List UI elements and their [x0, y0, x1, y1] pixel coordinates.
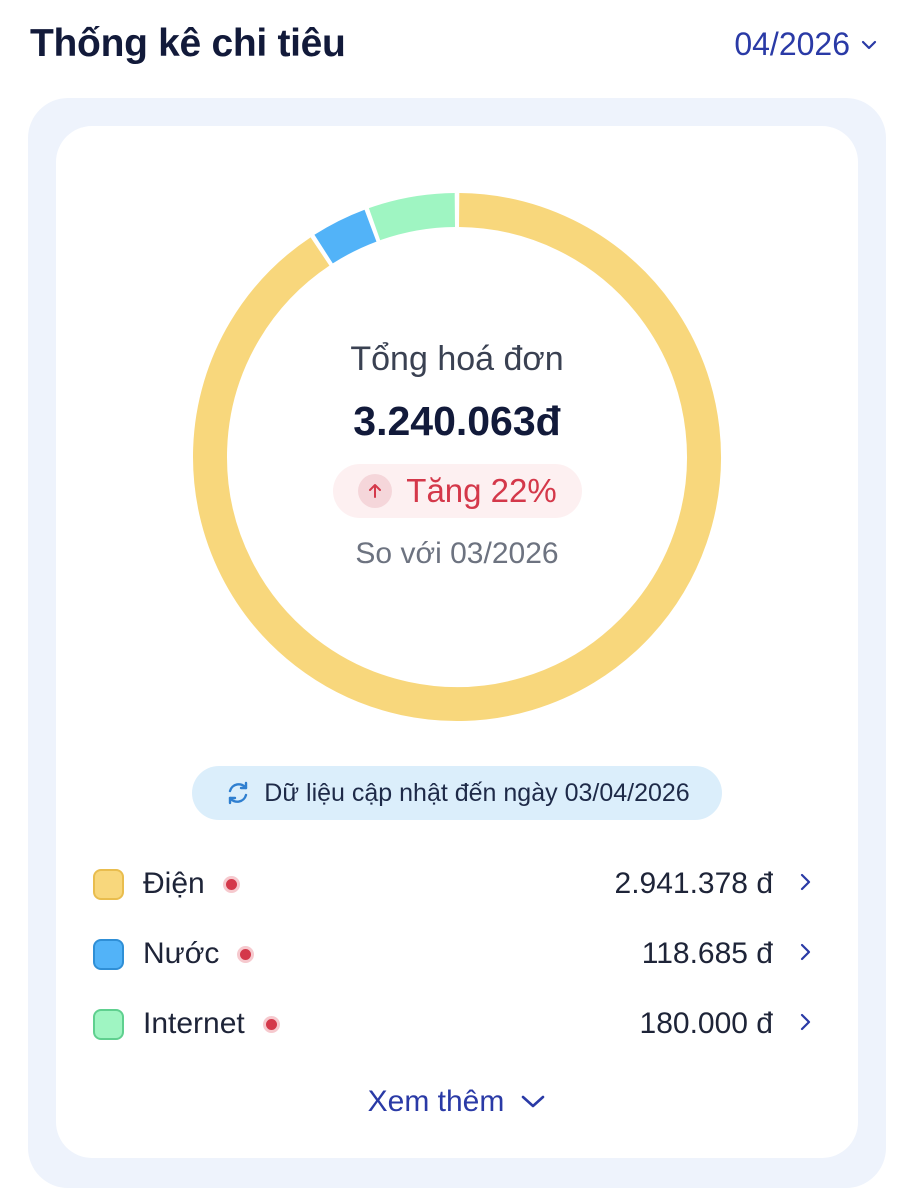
- update-note: Dữ liệu cập nhật đến ngày 03/04/2026: [192, 766, 722, 820]
- legend-item-nuoc[interactable]: Nước 118.685 đ: [93, 932, 813, 976]
- legend-name: Internet: [143, 1007, 245, 1040]
- donut-slice-nuoc: [314, 209, 377, 264]
- refresh-icon: [229, 781, 248, 805]
- see-more-button[interactable]: Xem thêm: [357, 1080, 557, 1124]
- month-selector-value: 04/2026: [734, 26, 850, 62]
- chevron-right-icon: [773, 942, 813, 966]
- compare-text: So với 03/2026: [355, 537, 559, 570]
- chevron-down-icon: [522, 1095, 545, 1108]
- legend-name: Nước: [143, 937, 220, 970]
- chevron-down-icon: [861, 40, 877, 49]
- update-note-text: Dữ liệu cập nhật đến ngày 03/04/2026: [264, 778, 690, 807]
- legend-swatch: [93, 868, 124, 900]
- change-badge: Tăng 22%: [333, 464, 582, 518]
- legend-item-internet[interactable]: Internet 180.000 đ: [93, 1002, 813, 1046]
- statistics-card: [56, 126, 858, 1158]
- donut-svg: [193, 193, 721, 721]
- month-selector[interactable]: 04/2026: [734, 26, 878, 63]
- donut-slice-internet: [368, 193, 456, 241]
- chevron-right-icon: [773, 1012, 813, 1036]
- spending-donut-chart: [190, 190, 724, 724]
- page-title: Thống kê chi tiêu: [30, 22, 346, 65]
- see-more-label: Xem thêm: [367, 1085, 505, 1118]
- alert-dot-icon: [262, 1015, 280, 1033]
- change-text: Tăng 22%: [406, 472, 557, 509]
- chevron-right-icon: [773, 872, 813, 896]
- total-label: Tổng hoá đơn: [350, 340, 564, 378]
- legend-swatch: [93, 1008, 124, 1040]
- donut-slice-dien: [193, 193, 721, 721]
- legend-value: 118.685 đ: [641, 937, 773, 970]
- legend-name: Điện: [143, 867, 205, 900]
- header: Thống kê chi tiêu 04/2026: [0, 0, 914, 95]
- legend-value: 2.941.378 đ: [614, 867, 773, 900]
- total-amount: 3.240.063đ: [353, 398, 561, 444]
- alert-dot-icon: [237, 945, 255, 963]
- alert-dot-icon: [222, 875, 240, 893]
- legend-item-dien[interactable]: Điện 2.941.378 đ: [93, 862, 813, 906]
- legend-value: 180.000 đ: [639, 1007, 773, 1040]
- legend-swatch: [93, 938, 124, 970]
- arrow-up-icon: [358, 474, 393, 508]
